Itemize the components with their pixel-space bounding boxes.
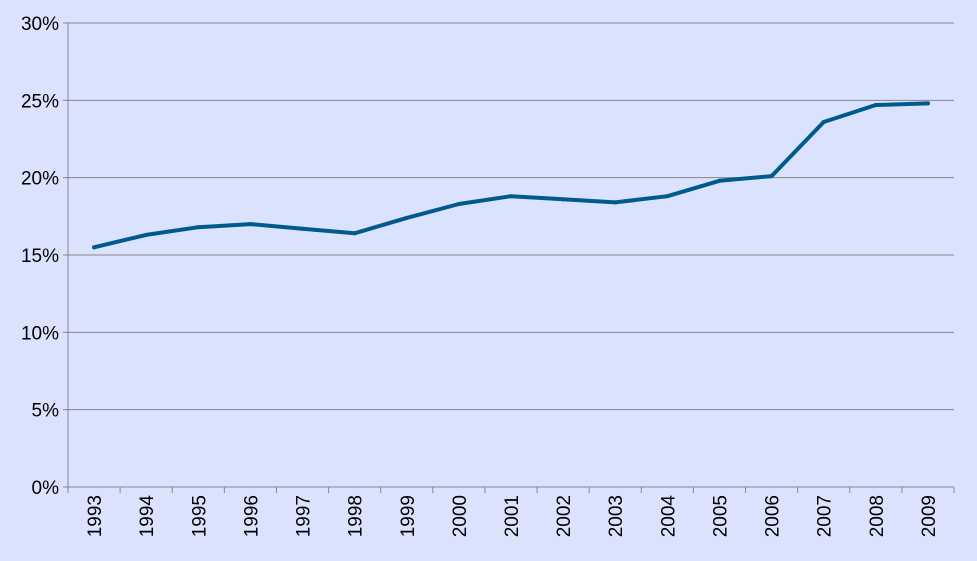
data-point bbox=[821, 119, 826, 124]
x-tick-label: 1997 bbox=[294, 495, 315, 537]
data-point bbox=[248, 222, 253, 227]
data-point bbox=[613, 200, 618, 205]
data-point bbox=[300, 226, 305, 231]
gridlines bbox=[68, 22, 954, 411]
x-tick-label: 2000 bbox=[450, 495, 471, 537]
axes bbox=[63, 22, 955, 493]
data-point bbox=[925, 101, 930, 106]
series-line bbox=[92, 101, 930, 250]
x-tick-label: 1998 bbox=[346, 495, 367, 537]
data-point bbox=[717, 178, 722, 183]
data-point bbox=[561, 197, 566, 202]
data-point bbox=[769, 174, 774, 179]
x-tick-label: 1996 bbox=[241, 495, 262, 537]
x-tick-label: 2008 bbox=[867, 495, 888, 537]
x-tick-label: 2007 bbox=[815, 495, 836, 537]
y-tick-label: 30% bbox=[21, 14, 59, 35]
y-tick-label: 10% bbox=[21, 323, 59, 344]
x-tick-label: 2005 bbox=[710, 495, 731, 537]
x-tick-label: 2002 bbox=[554, 495, 575, 537]
data-point bbox=[92, 245, 97, 250]
x-tick-label: 2009 bbox=[919, 495, 940, 537]
data-point bbox=[404, 215, 409, 220]
series-layer bbox=[92, 101, 930, 250]
data-point bbox=[144, 232, 149, 237]
x-tick-label: 1994 bbox=[137, 495, 158, 538]
data-point bbox=[873, 102, 878, 107]
x-tick-labels: 1993 1994 1995 1996 1997 1998 1999 2000 2001 2002… bbox=[85, 495, 940, 538]
x-tick-label: 1995 bbox=[189, 495, 210, 537]
x-tick-label: 2001 bbox=[502, 495, 523, 537]
data-point bbox=[665, 194, 670, 199]
y-tick-label: 5% bbox=[32, 401, 60, 422]
data-point bbox=[196, 225, 201, 230]
x-tick-label: 1999 bbox=[398, 495, 419, 537]
y-tick-labels: 0% 5% 10% 15% 20% 25% 30% bbox=[21, 14, 59, 499]
data-point bbox=[509, 194, 513, 199]
y-tick-label: 0% bbox=[32, 478, 60, 499]
y-tick-label: 15% bbox=[21, 246, 59, 267]
y-tick-label: 25% bbox=[21, 91, 59, 112]
data-point bbox=[352, 231, 357, 236]
x-tick-label: 2004 bbox=[658, 495, 679, 538]
x-tick-label: 1993 bbox=[85, 495, 106, 537]
y-tick-label: 20% bbox=[21, 169, 59, 190]
x-tick-label: 2006 bbox=[763, 495, 784, 537]
x-tick-label: 2003 bbox=[606, 495, 627, 537]
data-point bbox=[456, 201, 461, 206]
